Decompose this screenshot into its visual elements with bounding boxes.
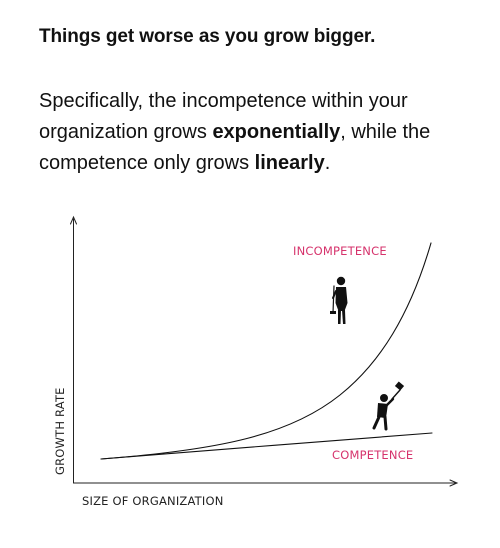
standing-figure-with-mop-icon [330,276,348,324]
y-axis-label: GROWTH RATE [53,387,67,475]
paragraph-tail: . [324,152,331,174]
paragraph-lead: Specifically, the incompetence within yo… [39,90,408,143]
growth-chart: INCOMPETENCE COMPETENCE SIZE OF ORGANIZA… [53,215,459,508]
paragraph-mid: , while the competence only grows [39,121,431,174]
figure-with-sledgehammer-icon [372,381,405,431]
intro-paragraph: Specifically, the incompetence within yo… [39,86,479,179]
axes [70,215,459,487]
emphasis-linearly: linearly [254,152,325,174]
incompetence-label: INCOMPETENCE [293,244,387,258]
headline: Things get worse as you grow bigger. [39,26,376,47]
incompetence-curve [100,242,432,460]
x-axis-arrow [449,479,459,487]
competence-label: COMPETENCE [332,448,413,462]
emphasis-exponentially: exponentially [212,121,341,143]
competence-line [100,432,433,460]
y-axis-arrow [70,215,77,225]
x-axis-label: SIZE OF ORGANIZATION [82,494,224,508]
